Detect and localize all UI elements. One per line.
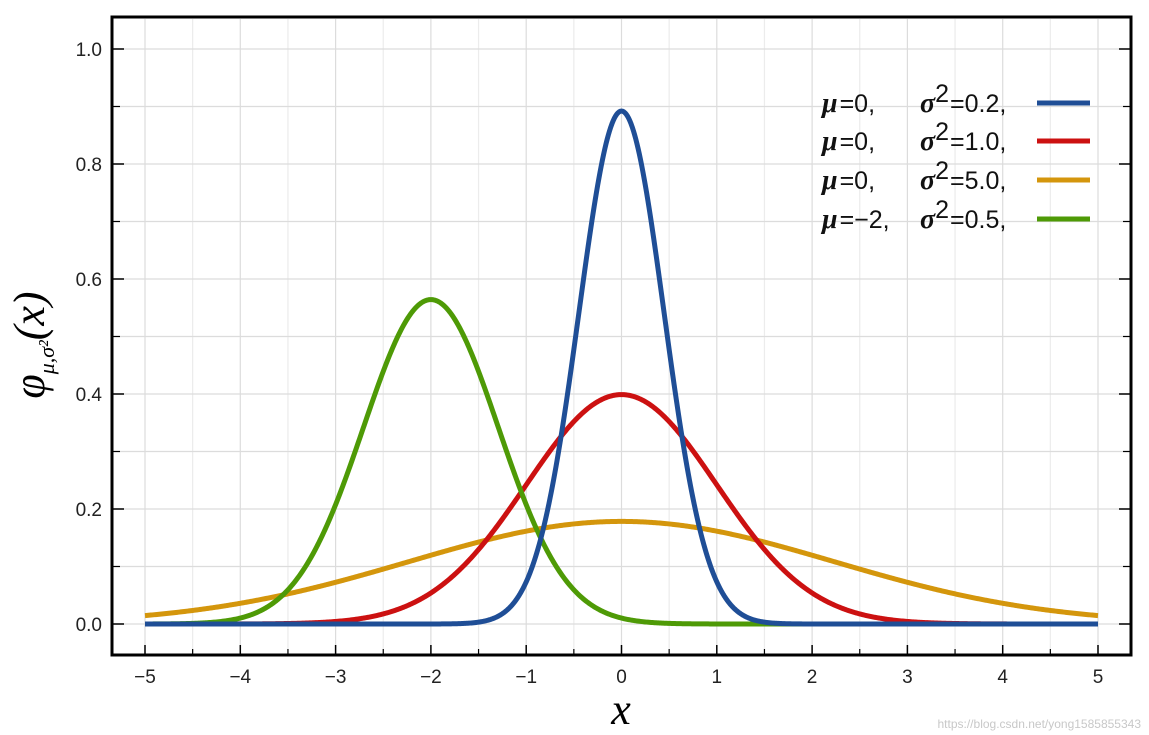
legend-sigma-label: σ2=0.2, (920, 80, 1006, 119)
series-line-2 (143, 518, 1100, 619)
legend-sigma-label: σ2=5.0, (920, 157, 1006, 196)
y-tick-label: 0.8 (76, 155, 102, 176)
y-tick-label: 1.0 (76, 40, 102, 61)
legend: μ=0, σ2=0.2, μ=0, σ2=1.0, μ=0, σ2=5.0, μ=−2, σ2… (820, 80, 1090, 235)
legend-label: μ=0, (820, 88, 875, 119)
legend-label: μ=−2, (820, 204, 890, 235)
y-tick-label: 0.0 (76, 615, 102, 636)
x-tick-label: 2 (807, 667, 818, 688)
y-tick-label: 0.6 (76, 270, 102, 291)
svg-text:φμ,σ²(x): φμ,σ²(x) (5, 291, 59, 398)
x-tick-label: −2 (420, 667, 442, 688)
x-tick-label: 1 (712, 667, 723, 688)
legend-entry: μ=0, σ2=0.2, (820, 80, 1090, 119)
x-tick-label: −4 (229, 667, 251, 688)
watermark: https://blog.csdn.net/yong1585855343 (937, 717, 1142, 731)
legend-sigma-label: σ2=0.5, (920, 196, 1006, 235)
x-tick-label: −1 (515, 667, 537, 688)
x-tick-label: −3 (325, 667, 347, 688)
y-axis-title: φμ,σ²(x) (5, 291, 59, 398)
axis-ticks: −5 −4 −3 −2 −1 0 1 2 3 4 5 0.0 0.2 0.4 0.6 0.8 1.0 (76, 40, 1131, 688)
y-axis-argument: (x) (5, 291, 54, 340)
series-line-0 (143, 108, 1100, 627)
legend-sigma-label: σ2=1.0, (920, 118, 1006, 157)
y-axis-symbol: φ (5, 374, 54, 398)
legend-entry: μ=−2, σ2=0.5, (820, 196, 1090, 235)
legend-label: μ=0, (820, 165, 875, 196)
x-tick-label: −5 (134, 667, 156, 688)
legend-label: μ=0, (820, 126, 875, 157)
y-tick-label: 0.2 (76, 500, 102, 521)
legend-entry: μ=0, σ2=1.0, (820, 118, 1090, 157)
x-tick-label: 0 (616, 667, 627, 688)
y-tick-label: 0.4 (76, 385, 103, 406)
curves (143, 108, 1100, 627)
x-tick-label: 3 (902, 667, 913, 688)
x-tick-label: 5 (1093, 667, 1104, 688)
x-tick-label: 4 (997, 667, 1008, 688)
y-axis-subscript: μ,σ² (34, 340, 59, 375)
x-axis-title: x (610, 685, 631, 734)
legend-entry: μ=0, σ2=5.0, (820, 157, 1090, 196)
